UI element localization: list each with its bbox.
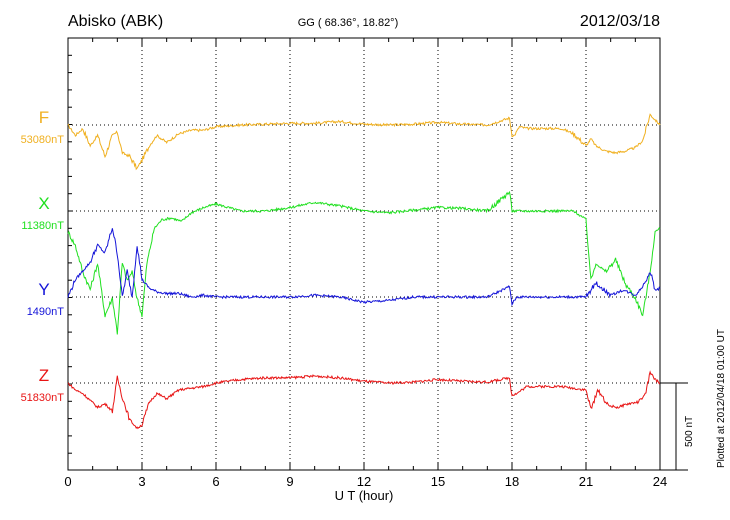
x-tick-labels: 0 3 6 9 12 15 18 21 24 bbox=[64, 474, 667, 489]
series-line-z bbox=[67, 370, 661, 430]
x-tick-label: 21 bbox=[579, 474, 593, 489]
series-labels: F 53080nT X 11380nT Y 1490nT Z 51830nT bbox=[21, 108, 65, 404]
frame-ticks bbox=[67, 37, 661, 470]
x-tick-label: 15 bbox=[431, 474, 445, 489]
series-name-z: Z bbox=[39, 366, 49, 385]
series-name-f: F bbox=[39, 108, 49, 127]
scale-bar-label: 500 nT bbox=[684, 416, 695, 447]
x-tick-label: 18 bbox=[505, 474, 519, 489]
series-layer bbox=[67, 113, 661, 430]
x-tick-label: 9 bbox=[286, 474, 293, 489]
x-tick-label: 12 bbox=[357, 474, 371, 489]
plotted-timestamp: Plotted at 2012/04/18 01:00 UT bbox=[716, 329, 727, 468]
series-name-y: Y bbox=[38, 280, 49, 299]
grid-lines bbox=[68, 38, 660, 470]
series-line-y bbox=[67, 228, 661, 307]
x-tick-label: 0 bbox=[64, 474, 71, 489]
series-line-x bbox=[67, 190, 661, 335]
series-baseline-z: 51830nT bbox=[21, 392, 65, 404]
x-axis-label: U T (hour) bbox=[335, 488, 394, 503]
series-line-f bbox=[67, 113, 661, 171]
station-coordinates: GG ( 68.36°, 18.82°) bbox=[298, 17, 399, 29]
x-tick-label: 3 bbox=[138, 474, 145, 489]
series-baseline-x: 11380nT bbox=[21, 220, 64, 232]
x-tick-label: 24 bbox=[653, 474, 667, 489]
scale-bar: 500 nT bbox=[660, 382, 695, 471]
station-title: Abisko (ABK) bbox=[68, 13, 163, 30]
series-baseline-f: 53080nT bbox=[21, 134, 65, 146]
series-name-x: X bbox=[38, 194, 49, 213]
series-baseline-y: 1490nT bbox=[27, 306, 65, 318]
x-tick-label: 6 bbox=[212, 474, 219, 489]
observation-date: 2012/03/18 bbox=[580, 13, 660, 30]
